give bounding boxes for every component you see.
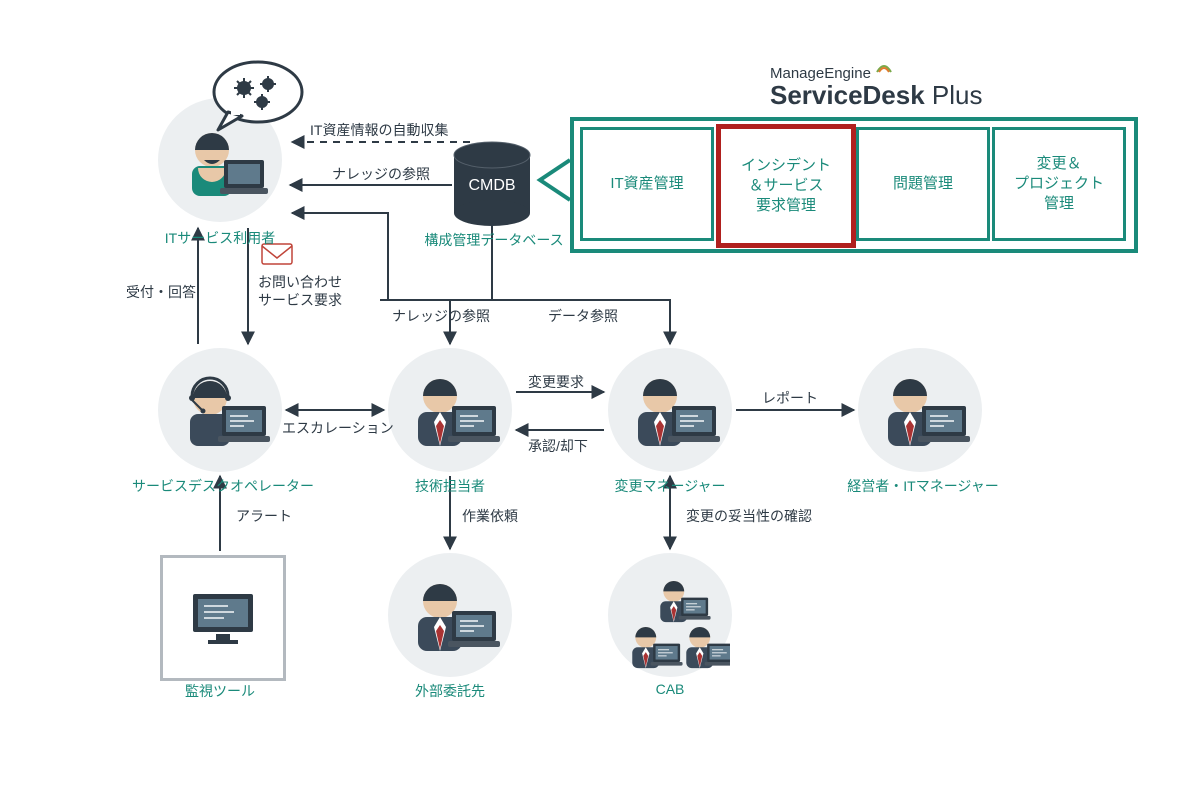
elbl-chgreq: 変更要求 <box>528 372 584 392</box>
monitor-icon <box>188 590 258 646</box>
diagram-canvas: ManageEngine ServiceDesk Plus IT資産管理 インシ… <box>0 0 1200 796</box>
lbl-exec: 経営者・ITマネージャー <box>838 476 1008 496</box>
tech-icon <box>398 360 502 464</box>
elbl-kref1: ナレッジの参照 <box>332 164 430 184</box>
elbl-alert: アラート <box>236 506 292 526</box>
exec-icon <box>868 360 972 464</box>
elbl-autocollect: IT資産情報の自動収集 <box>310 120 448 140</box>
brand-top: ManageEngine <box>770 62 893 82</box>
elbl-appr: 承認/却下 <box>528 436 588 456</box>
lbl-vendor: 外部委託先 <box>390 681 510 701</box>
elbl-workreq: 作業依頼 <box>462 506 518 526</box>
elbl-recv: 受付・回答 <box>126 282 196 302</box>
elbl-kref2: ナレッジの参照 <box>392 306 490 326</box>
elbl-inq2: サービス要求 <box>258 290 342 310</box>
elbl-esc: エスカレーション <box>282 418 394 438</box>
lbl-cab: CAB <box>610 681 730 697</box>
lbl-tool: 監視ツール <box>160 681 280 701</box>
sdp-cell-asset: IT資産管理 <box>580 127 714 241</box>
sdp-cell-incident: インシデント＆サービス要求管理 <box>716 124 856 248</box>
elbl-inq1: お問い合わせ <box>258 272 342 292</box>
elbl-report: レポート <box>762 388 818 408</box>
sdp-cell-change: 変更＆プロジェクト管理 <box>992 127 1126 241</box>
elbl-validity: 変更の妥当性の確認 <box>686 506 812 526</box>
lbl-chg: 変更マネージャー <box>600 476 740 496</box>
lbl-operator: サービスデスクオペレーター <box>118 476 328 496</box>
lbl-user: ITサービス利用者 <box>160 228 280 248</box>
node-tool <box>160 555 286 681</box>
operator-icon <box>168 360 272 464</box>
chg-icon <box>618 360 722 464</box>
cmdb-icon: CMDB <box>454 142 530 226</box>
svg-text:CMDB: CMDB <box>468 177 515 194</box>
user-icon <box>168 110 272 214</box>
vendor-icon <box>398 565 502 669</box>
sdp-cell-problem: 問題管理 <box>856 127 990 241</box>
lbl-tech: 技術担当者 <box>390 476 510 496</box>
brand-main: ServiceDesk Plus <box>770 80 983 111</box>
elbl-dref: データ参照 <box>548 306 618 326</box>
lbl-cmdb: 構成管理データベース <box>414 230 574 250</box>
